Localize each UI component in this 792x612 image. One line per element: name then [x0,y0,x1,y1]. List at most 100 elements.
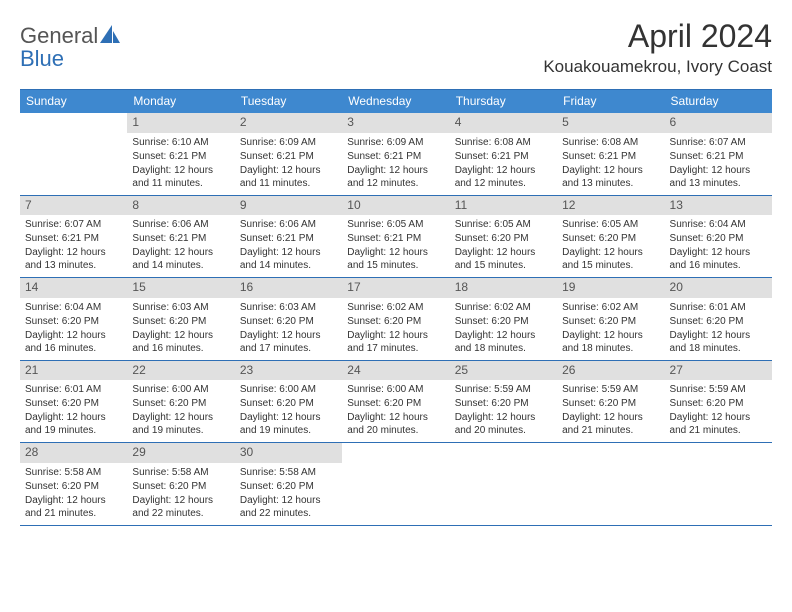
day-number: 7 [20,196,127,216]
day-cell: 21Sunrise: 6:01 AMSunset: 6:20 PMDayligh… [20,361,127,443]
sunrise-line: Sunrise: 5:59 AM [562,383,659,396]
day-cell: 8Sunrise: 6:06 AMSunset: 6:21 PMDaylight… [127,196,234,278]
sunrise-line: Sunrise: 5:59 AM [455,383,552,396]
page-header: GeneralBlue April 2024 Kouakouamekrou, I… [20,18,772,81]
day-number: 14 [20,278,127,298]
day-cell: 10Sunrise: 6:05 AMSunset: 6:21 PMDayligh… [342,196,449,278]
day-number: 9 [235,196,342,216]
day-cell: 12Sunrise: 6:05 AMSunset: 6:20 PMDayligh… [557,196,664,278]
day-content: Sunrise: 6:00 AMSunset: 6:20 PMDaylight:… [127,380,234,442]
sunset-line: Sunset: 6:21 PM [347,150,444,163]
day-cell: 11Sunrise: 6:05 AMSunset: 6:20 PMDayligh… [450,196,557,278]
sunrise-line: Sunrise: 6:03 AM [132,301,229,314]
day-number: 15 [127,278,234,298]
day-content: Sunrise: 6:02 AMSunset: 6:20 PMDaylight:… [342,298,449,360]
weekday-header: Sunday [20,90,127,113]
day-cell: 9Sunrise: 6:06 AMSunset: 6:21 PMDaylight… [235,196,342,278]
day-content: Sunrise: 6:05 AMSunset: 6:21 PMDaylight:… [342,215,449,277]
day-content: Sunrise: 6:04 AMSunset: 6:20 PMDaylight:… [665,215,772,277]
day-cell: 17Sunrise: 6:02 AMSunset: 6:20 PMDayligh… [342,278,449,360]
day-content: Sunrise: 6:10 AMSunset: 6:21 PMDaylight:… [127,133,234,195]
sunrise-line: Sunrise: 6:04 AM [25,301,122,314]
day-content: Sunrise: 6:07 AMSunset: 6:21 PMDaylight:… [20,215,127,277]
sunset-line: Sunset: 6:20 PM [455,232,552,245]
day-cell: 15Sunrise: 6:03 AMSunset: 6:20 PMDayligh… [127,278,234,360]
daylight-line: Daylight: 12 hours and 21 minutes. [562,411,659,437]
day-cell: 7Sunrise: 6:07 AMSunset: 6:21 PMDaylight… [20,196,127,278]
day-cell: 5Sunrise: 6:08 AMSunset: 6:21 PMDaylight… [557,113,664,195]
daylight-line: Daylight: 12 hours and 20 minutes. [455,411,552,437]
sunset-line: Sunset: 6:21 PM [455,150,552,163]
day-cell [20,113,127,195]
day-number: 17 [342,278,449,298]
sunrise-line: Sunrise: 5:59 AM [670,383,767,396]
daylight-line: Daylight: 12 hours and 21 minutes. [25,494,122,520]
day-number: 12 [557,196,664,216]
sunset-line: Sunset: 6:20 PM [132,480,229,493]
daylight-line: Daylight: 12 hours and 19 minutes. [240,411,337,437]
day-number: 22 [127,361,234,381]
week-row: 21Sunrise: 6:01 AMSunset: 6:20 PMDayligh… [20,361,772,444]
location: Kouakouamekrou, Ivory Coast [543,57,772,77]
day-number: 30 [235,443,342,463]
day-number: 23 [235,361,342,381]
day-number: 21 [20,361,127,381]
day-number: 26 [557,361,664,381]
day-cell: 2Sunrise: 6:09 AMSunset: 6:21 PMDaylight… [235,113,342,195]
day-content: Sunrise: 6:09 AMSunset: 6:21 PMDaylight:… [235,133,342,195]
day-number: 28 [20,443,127,463]
logo: GeneralBlue [20,18,120,70]
sunrise-line: Sunrise: 6:09 AM [347,136,444,149]
sunset-line: Sunset: 6:20 PM [25,397,122,410]
sunrise-line: Sunrise: 6:09 AM [240,136,337,149]
weekday-header: Saturday [665,90,772,113]
day-content: Sunrise: 5:58 AMSunset: 6:20 PMDaylight:… [127,463,234,525]
day-content: Sunrise: 6:02 AMSunset: 6:20 PMDaylight:… [450,298,557,360]
day-cell: 28Sunrise: 5:58 AMSunset: 6:20 PMDayligh… [20,443,127,525]
sunrise-line: Sunrise: 6:04 AM [670,218,767,231]
month-title: April 2024 [543,18,772,55]
day-number-empty [557,443,664,463]
day-content: Sunrise: 5:58 AMSunset: 6:20 PMDaylight:… [235,463,342,525]
day-content: Sunrise: 5:59 AMSunset: 6:20 PMDaylight:… [557,380,664,442]
sunset-line: Sunset: 6:20 PM [347,397,444,410]
daylight-line: Daylight: 12 hours and 15 minutes. [347,246,444,272]
day-number-empty [342,443,449,463]
day-number: 2 [235,113,342,133]
day-content: Sunrise: 6:08 AMSunset: 6:21 PMDaylight:… [557,133,664,195]
sunset-line: Sunset: 6:21 PM [132,232,229,245]
day-content: Sunrise: 5:59 AMSunset: 6:20 PMDaylight:… [450,380,557,442]
daylight-line: Daylight: 12 hours and 22 minutes. [240,494,337,520]
sunrise-line: Sunrise: 6:08 AM [455,136,552,149]
sunrise-line: Sunrise: 6:01 AM [25,383,122,396]
daylight-line: Daylight: 12 hours and 12 minutes. [347,164,444,190]
day-content: Sunrise: 6:02 AMSunset: 6:20 PMDaylight:… [557,298,664,360]
day-cell: 1Sunrise: 6:10 AMSunset: 6:21 PMDaylight… [127,113,234,195]
day-content: Sunrise: 6:07 AMSunset: 6:21 PMDaylight:… [665,133,772,195]
day-cell: 23Sunrise: 6:00 AMSunset: 6:20 PMDayligh… [235,361,342,443]
calendar: SundayMondayTuesdayWednesdayThursdayFrid… [20,89,772,526]
daylight-line: Daylight: 12 hours and 17 minutes. [347,329,444,355]
day-content: Sunrise: 6:09 AMSunset: 6:21 PMDaylight:… [342,133,449,195]
day-content: Sunrise: 5:59 AMSunset: 6:20 PMDaylight:… [665,380,772,442]
sunrise-line: Sunrise: 6:08 AM [562,136,659,149]
day-number: 3 [342,113,449,133]
day-content: Sunrise: 5:58 AMSunset: 6:20 PMDaylight:… [20,463,127,525]
daylight-line: Daylight: 12 hours and 12 minutes. [455,164,552,190]
logo-sail-icon [100,24,120,42]
weekday-header-row: SundayMondayTuesdayWednesdayThursdayFrid… [20,90,772,113]
logo-text-1: General [20,23,98,48]
day-number: 10 [342,196,449,216]
daylight-line: Daylight: 12 hours and 15 minutes. [562,246,659,272]
day-number: 4 [450,113,557,133]
day-number: 27 [665,361,772,381]
sunset-line: Sunset: 6:20 PM [455,315,552,328]
daylight-line: Daylight: 12 hours and 16 minutes. [132,329,229,355]
week-row: 28Sunrise: 5:58 AMSunset: 6:20 PMDayligh… [20,443,772,526]
sunrise-line: Sunrise: 6:03 AM [240,301,337,314]
sunset-line: Sunset: 6:20 PM [562,397,659,410]
day-number: 29 [127,443,234,463]
day-cell: 24Sunrise: 6:00 AMSunset: 6:20 PMDayligh… [342,361,449,443]
daylight-line: Daylight: 12 hours and 21 minutes. [670,411,767,437]
daylight-line: Daylight: 12 hours and 11 minutes. [240,164,337,190]
